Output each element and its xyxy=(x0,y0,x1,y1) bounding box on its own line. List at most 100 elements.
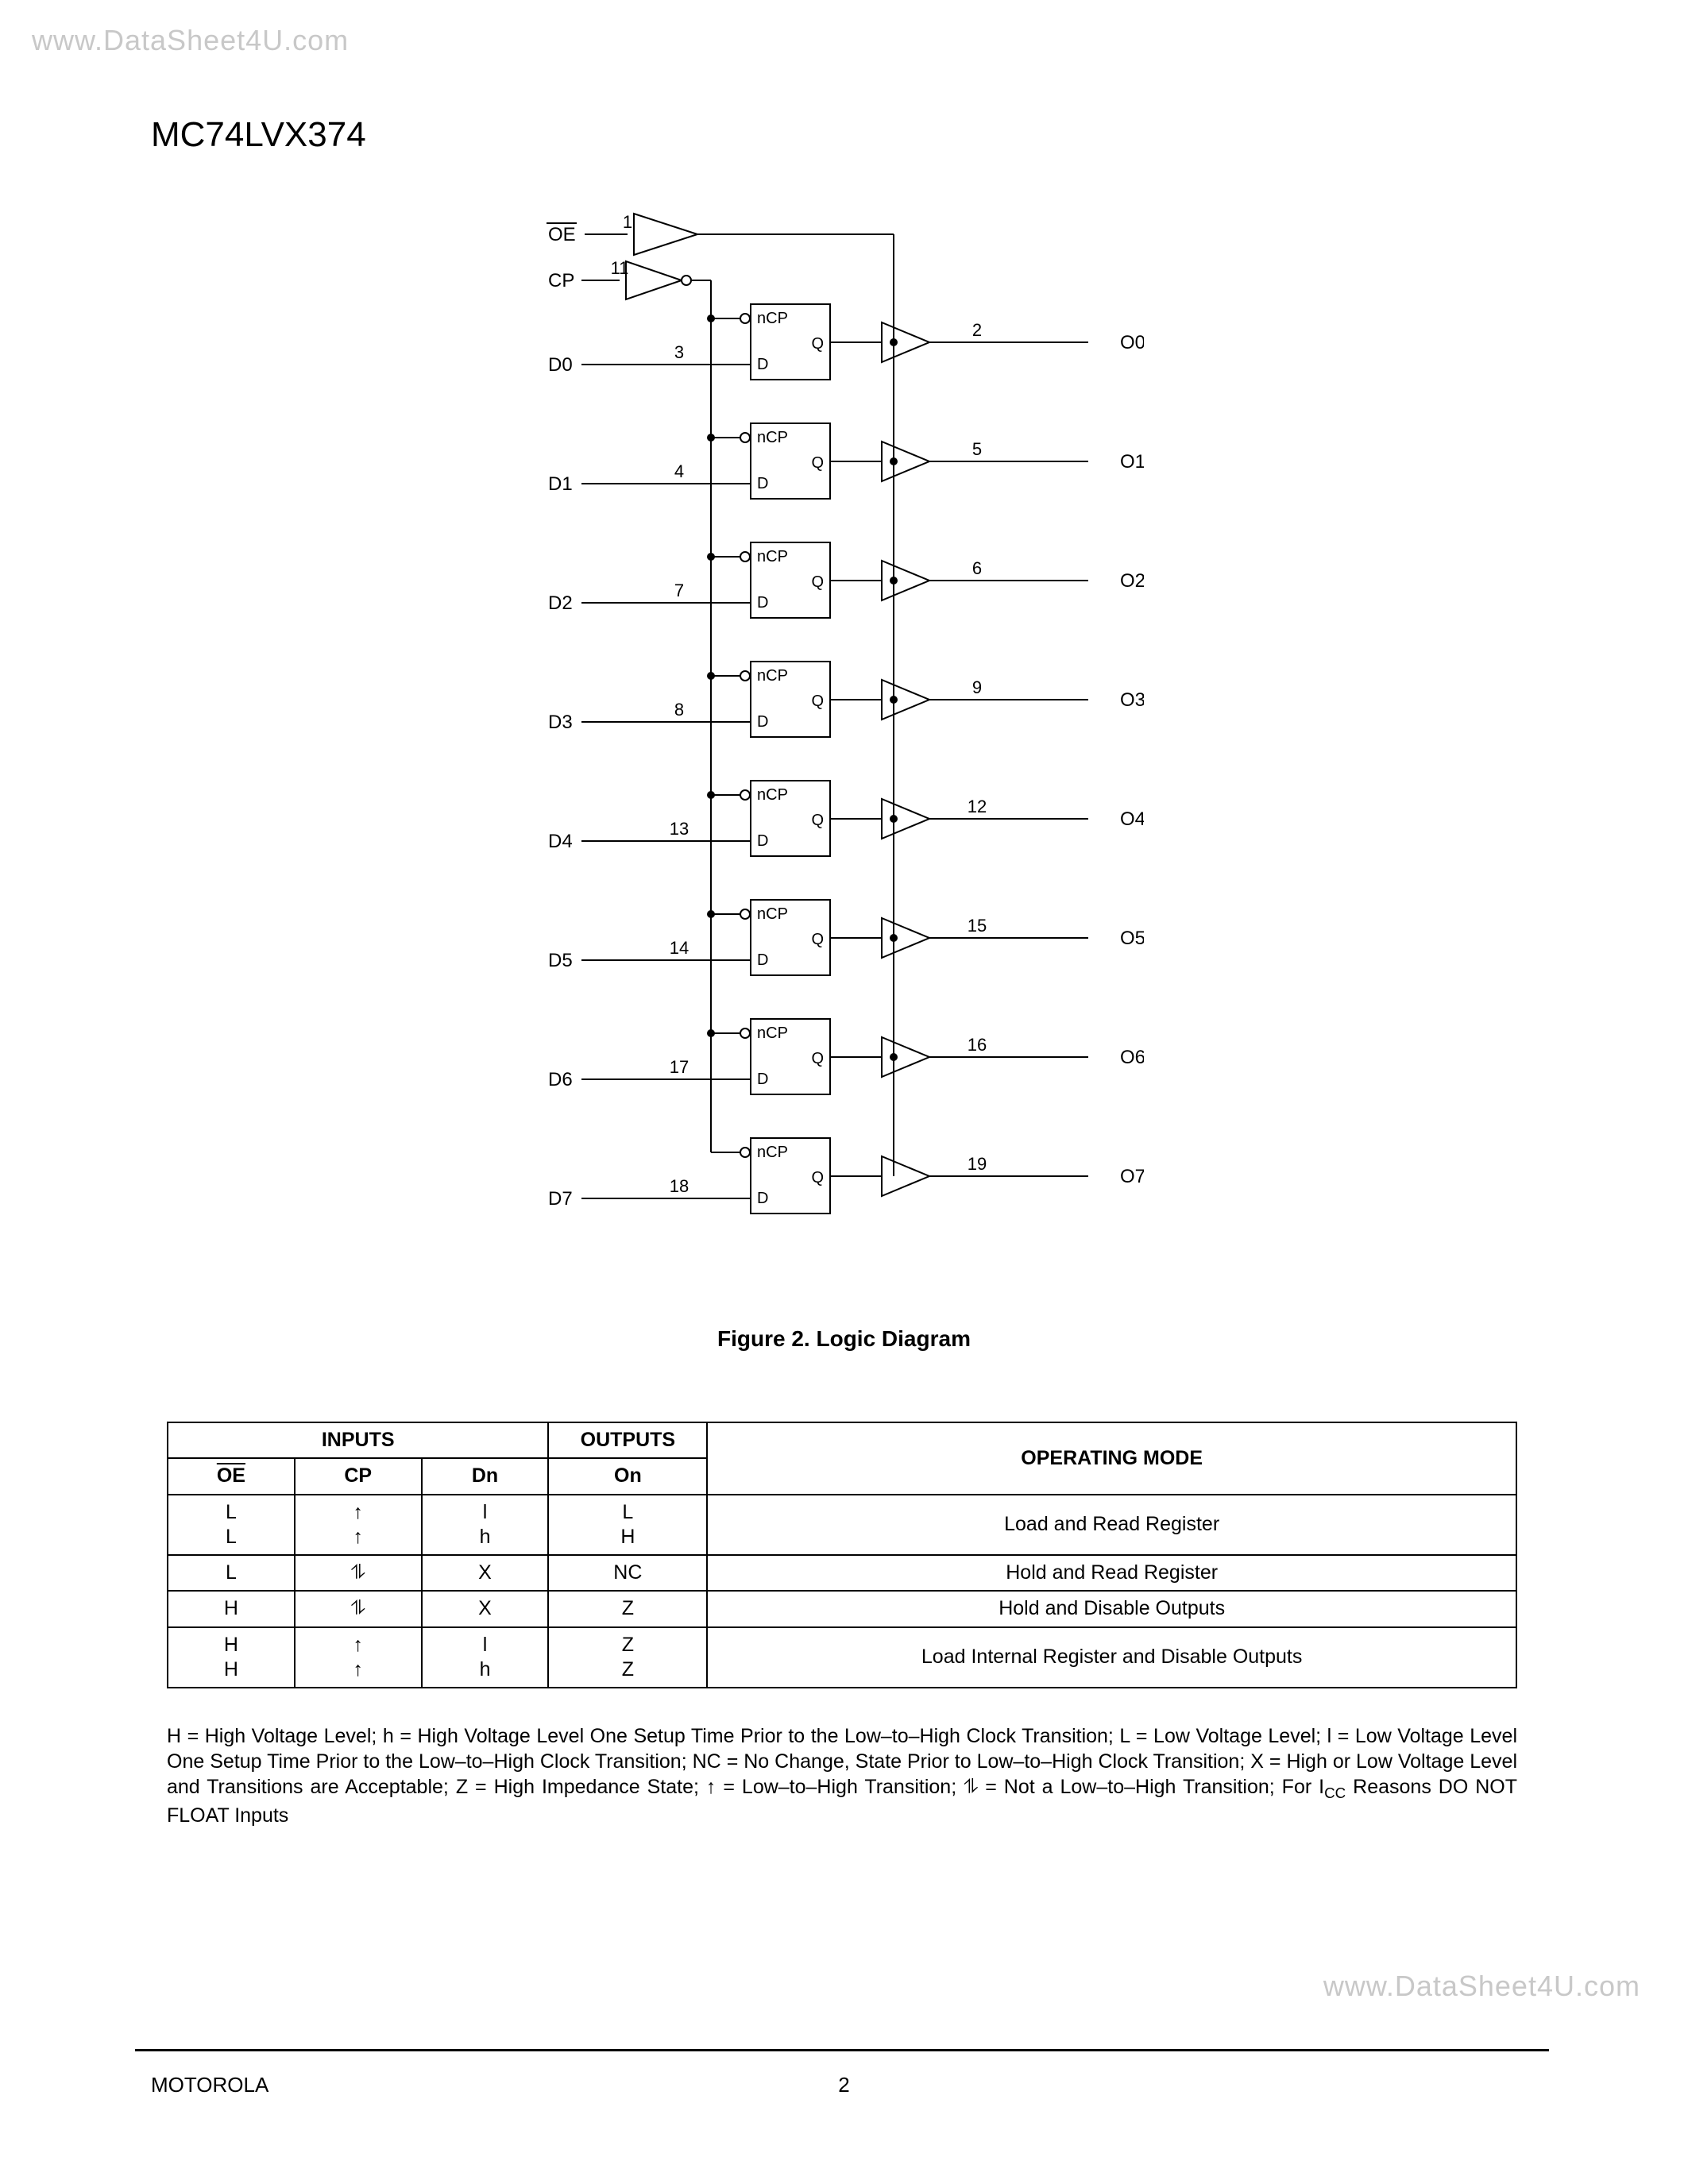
svg-text:D: D xyxy=(757,356,768,373)
svg-text:nCP: nCP xyxy=(757,786,788,804)
svg-text:nCP: nCP xyxy=(757,429,788,446)
logic-diagram: OE1CP11nCPDQD032O0nCPDQD145O1nCPDQD276O2… xyxy=(532,210,1144,1306)
col-cp: CP xyxy=(295,1458,422,1494)
svg-text:nCP: nCP xyxy=(757,310,788,327)
svg-text:14: 14 xyxy=(670,938,689,958)
svg-text:O2: O2 xyxy=(1120,570,1144,592)
svg-text:15: 15 xyxy=(968,916,987,936)
table-cell: ↑↑ xyxy=(295,1495,422,1556)
watermark-top: www.DataSheet4U.com xyxy=(32,24,349,57)
svg-text:D4: D4 xyxy=(548,831,573,852)
table-row: LL↑↑lhLHLoad and Read Register xyxy=(168,1495,1516,1556)
svg-text:O7: O7 xyxy=(1120,1166,1144,1187)
svg-text:3: 3 xyxy=(674,342,684,362)
svg-text:D2: D2 xyxy=(548,592,573,614)
svg-text:D: D xyxy=(757,594,768,612)
svg-text:O0: O0 xyxy=(1120,332,1144,353)
svg-text:D: D xyxy=(757,713,768,731)
truth-table: INPUTS OUTPUTS OPERATING MODE OE CP Dn O… xyxy=(167,1422,1517,1688)
svg-text:Q: Q xyxy=(811,812,824,829)
table-cell: X xyxy=(422,1555,549,1591)
svg-text:D5: D5 xyxy=(548,950,573,971)
svg-text:1: 1 xyxy=(623,212,632,232)
table-cell: X xyxy=(422,1591,549,1626)
svg-text:D: D xyxy=(757,951,768,969)
svg-text:Q: Q xyxy=(811,1050,824,1067)
svg-text:OE: OE xyxy=(548,224,576,245)
table-cell: Hold and Disable Outputs xyxy=(707,1591,1516,1626)
svg-text:7: 7 xyxy=(674,581,684,600)
svg-text:O6: O6 xyxy=(1120,1047,1144,1068)
table-row: L⥮XNCHold and Read Register xyxy=(168,1555,1516,1591)
table-row: HH↑↑lhZZLoad Internal Register and Disab… xyxy=(168,1627,1516,1688)
svg-text:D0: D0 xyxy=(548,354,573,376)
table-cell: Hold and Read Register xyxy=(707,1555,1516,1591)
svg-text:Q: Q xyxy=(811,693,824,710)
svg-text:O5: O5 xyxy=(1120,928,1144,949)
table-cell: ↑↑ xyxy=(295,1627,422,1688)
svg-text:nCP: nCP xyxy=(757,667,788,685)
svg-text:8: 8 xyxy=(674,700,684,720)
table-cell: lh xyxy=(422,1495,549,1556)
part-number-heading: MC74LVX374 xyxy=(151,115,366,155)
svg-text:nCP: nCP xyxy=(757,1024,788,1042)
table-cell: ZZ xyxy=(548,1627,707,1688)
table-cell: L xyxy=(168,1555,295,1591)
figure-caption: Figure 2. Logic Diagram xyxy=(0,1326,1688,1352)
svg-text:nCP: nCP xyxy=(757,1144,788,1161)
svg-text:2: 2 xyxy=(972,320,982,340)
table-row: H⥮XZHold and Disable Outputs xyxy=(168,1591,1516,1626)
table-cell: HH xyxy=(168,1627,295,1688)
svg-text:Q: Q xyxy=(811,573,824,591)
svg-text:CP: CP xyxy=(548,270,574,291)
table-cell: LL xyxy=(168,1495,295,1556)
svg-text:13: 13 xyxy=(670,819,689,839)
table-cell: Load Internal Register and Disable Outpu… xyxy=(707,1627,1516,1688)
table-cell: ⥮ xyxy=(295,1591,422,1626)
svg-text:5: 5 xyxy=(972,439,982,459)
table-cell: ⥮ xyxy=(295,1555,422,1591)
table-cell: LH xyxy=(548,1495,707,1556)
svg-text:19: 19 xyxy=(968,1154,987,1174)
svg-text:12: 12 xyxy=(968,797,987,816)
svg-text:16: 16 xyxy=(968,1035,987,1055)
svg-text:O1: O1 xyxy=(1120,451,1144,473)
table-header-row-1: INPUTS OUTPUTS OPERATING MODE xyxy=(168,1422,1516,1458)
svg-text:O4: O4 xyxy=(1120,808,1144,830)
svg-text:D1: D1 xyxy=(548,473,573,495)
col-header-mode: OPERATING MODE xyxy=(707,1422,1516,1495)
table-cell: Z xyxy=(548,1591,707,1626)
col-header-outputs: OUTPUTS xyxy=(548,1422,707,1458)
footer-page-number: 2 xyxy=(0,2073,1688,2097)
svg-text:Q: Q xyxy=(811,335,824,353)
svg-text:D: D xyxy=(757,832,768,850)
table-cell: H xyxy=(168,1591,295,1626)
svg-text:D: D xyxy=(757,1071,768,1088)
svg-text:4: 4 xyxy=(674,461,684,481)
col-dn: Dn xyxy=(422,1458,549,1494)
col-header-inputs: INPUTS xyxy=(168,1422,548,1458)
svg-text:Q: Q xyxy=(811,1169,824,1187)
svg-text:18: 18 xyxy=(670,1176,689,1196)
svg-text:D3: D3 xyxy=(548,712,573,733)
col-on: On xyxy=(548,1458,707,1494)
svg-text:nCP: nCP xyxy=(757,548,788,565)
svg-text:D6: D6 xyxy=(548,1069,573,1090)
col-oe: OE xyxy=(168,1458,295,1494)
svg-text:O3: O3 xyxy=(1120,689,1144,711)
svg-text:6: 6 xyxy=(972,558,982,578)
footer-rule xyxy=(135,2049,1549,2051)
svg-text:D: D xyxy=(757,475,768,492)
svg-text:D: D xyxy=(757,1190,768,1207)
svg-text:Q: Q xyxy=(811,931,824,948)
watermark-bottom: www.DataSheet4U.com xyxy=(1323,1970,1640,2003)
svg-text:nCP: nCP xyxy=(757,905,788,923)
svg-text:9: 9 xyxy=(972,677,982,697)
table-cell: Load and Read Register xyxy=(707,1495,1516,1556)
svg-text:D7: D7 xyxy=(548,1188,573,1210)
logic-diagram-svg: OE1CP11nCPDQD032O0nCPDQD145O1nCPDQD276O2… xyxy=(532,210,1144,1306)
table-cell: lh xyxy=(422,1627,549,1688)
svg-text:17: 17 xyxy=(670,1057,689,1077)
svg-text:Q: Q xyxy=(811,454,824,472)
table-cell: NC xyxy=(548,1555,707,1591)
